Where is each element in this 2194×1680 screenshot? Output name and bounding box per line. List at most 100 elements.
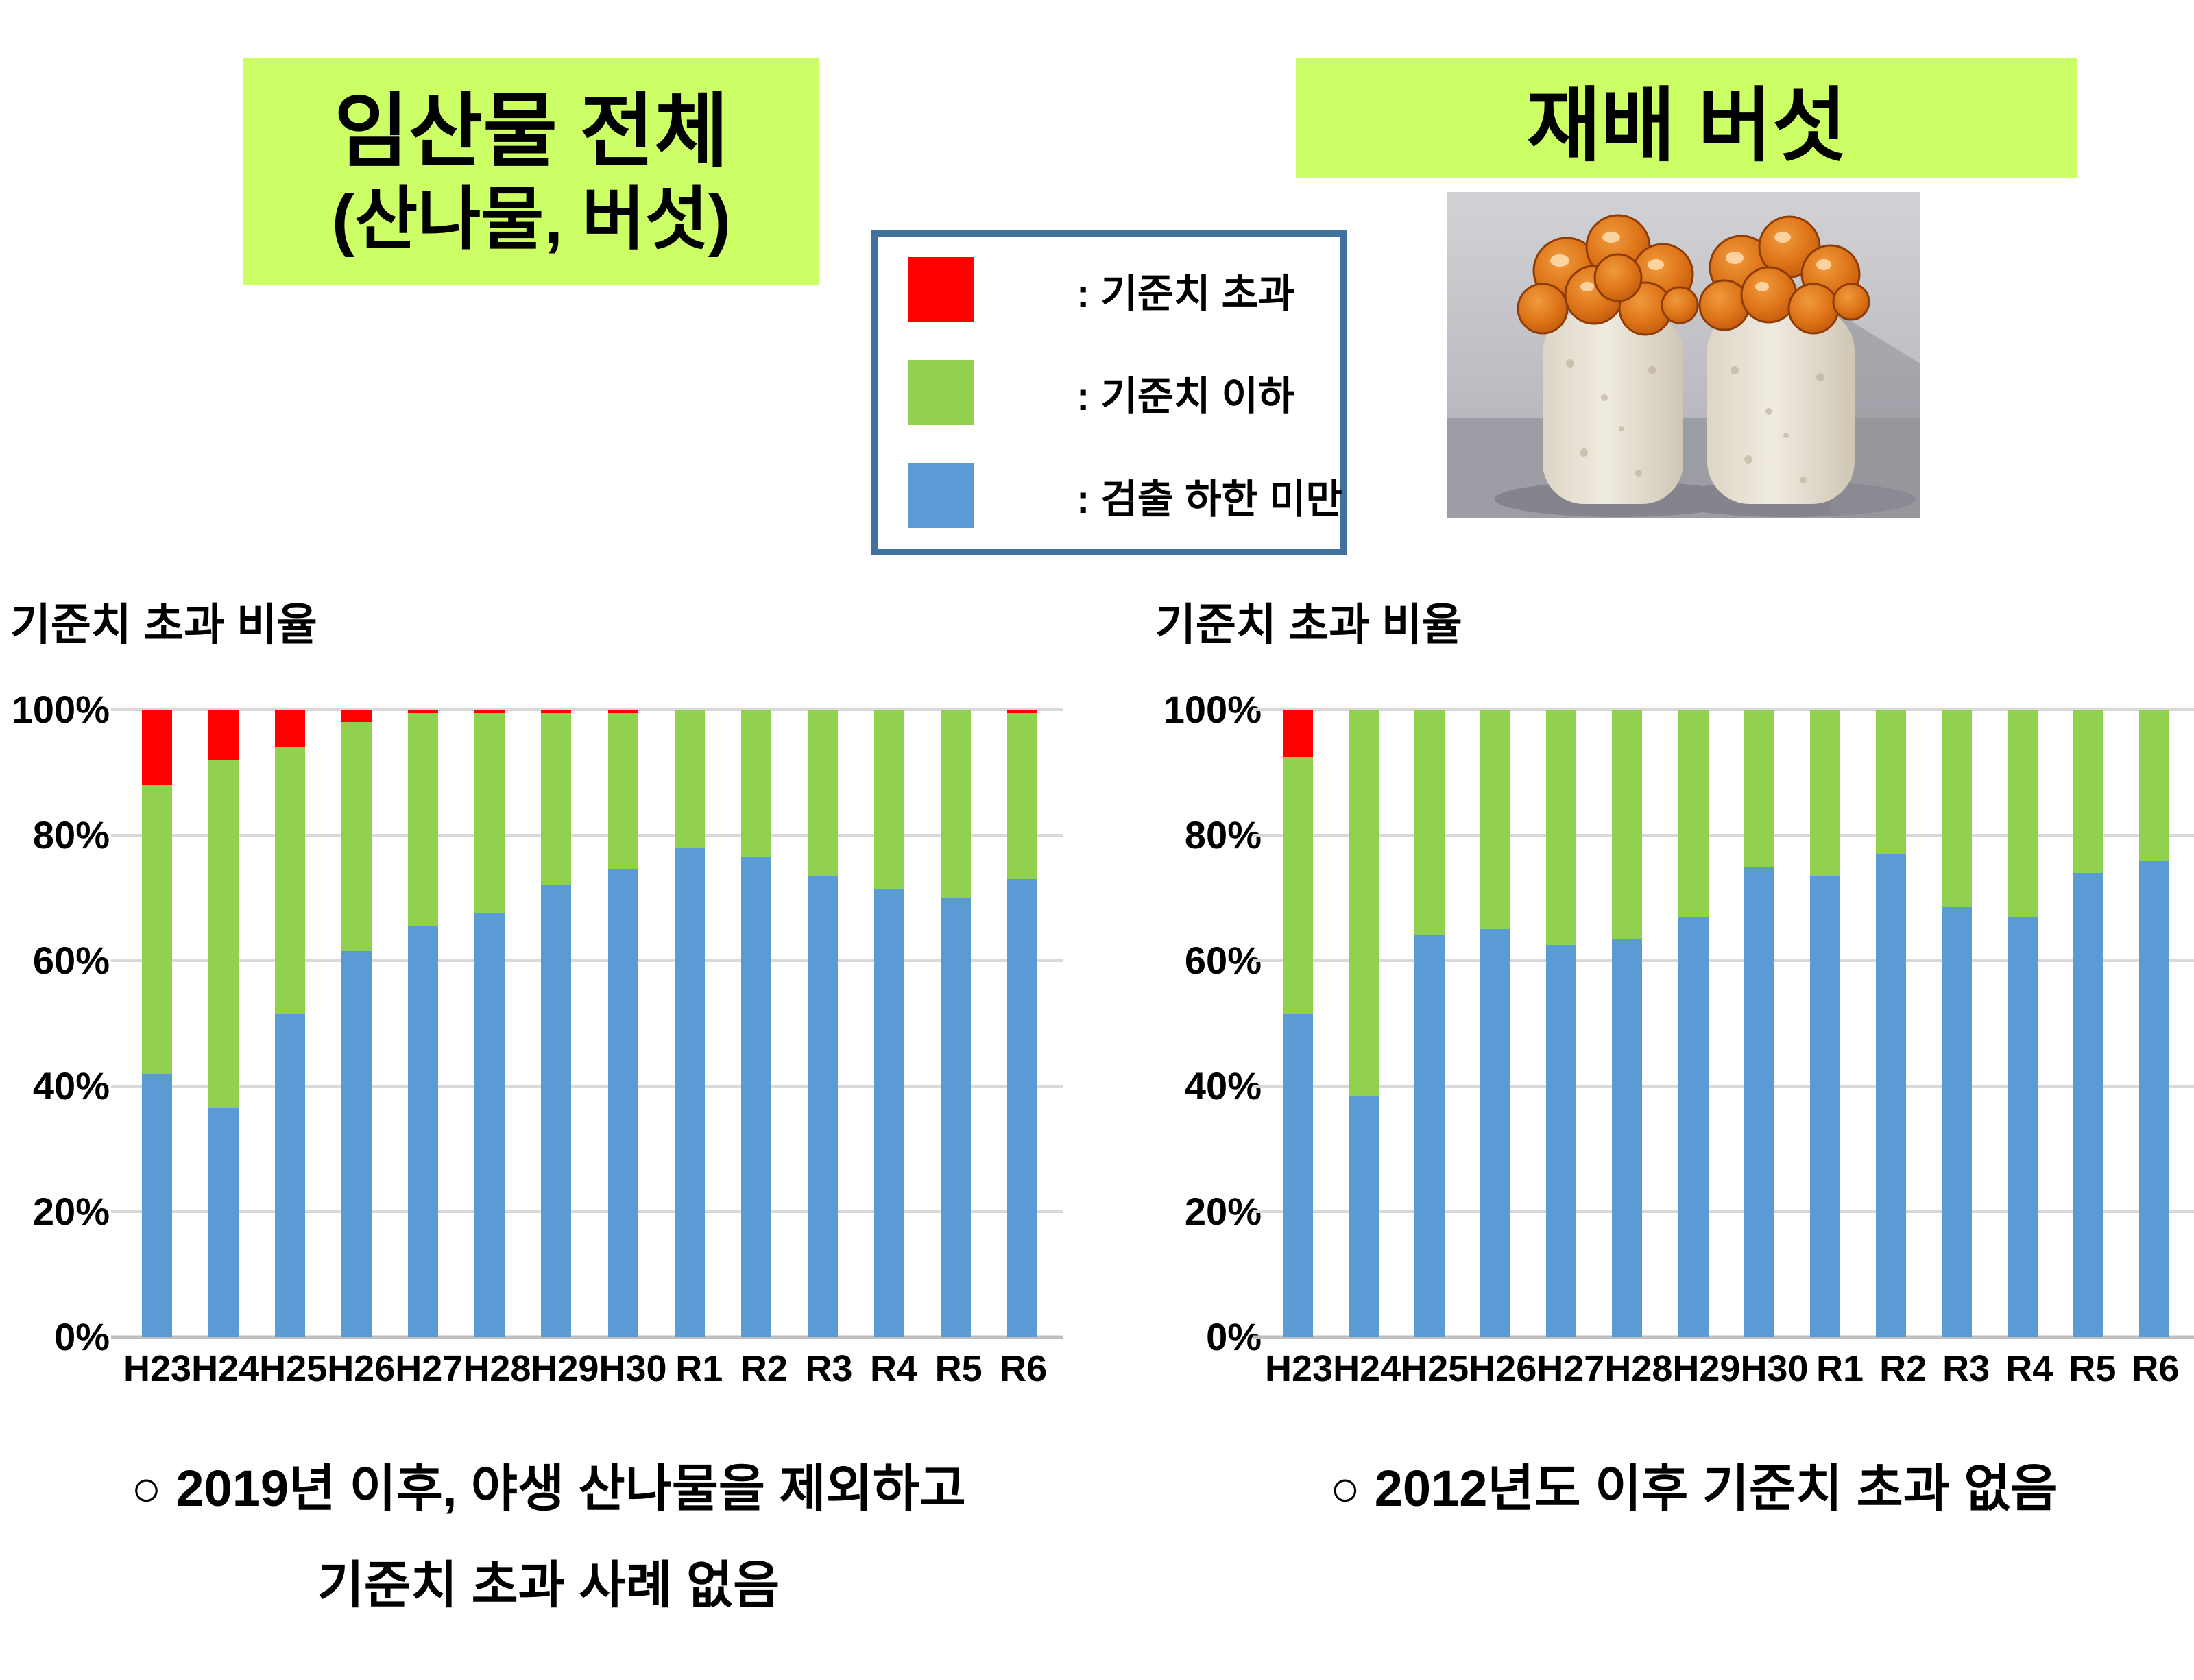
bar-segment-검출 하한 미만	[1875, 854, 1906, 1337]
stacked-bar-H26	[341, 710, 372, 1337]
stacked-bar-H28	[474, 710, 505, 1337]
bar-segment-기준치 초과	[607, 710, 638, 713]
footnote-line1: ○ 2012년도 이후 기준치 초과 없음	[1329, 1460, 2058, 1517]
stacked-bar-H27	[408, 710, 439, 1337]
stacked-bar-H28	[1612, 710, 1643, 1337]
gridline	[1253, 834, 2194, 837]
stacked-bar-R4	[2007, 710, 2038, 1337]
bar-segment-기준치 이하	[274, 747, 305, 1014]
bar-segment-기준치 이하	[941, 710, 972, 898]
bar-segment-검출 하한 미만	[1414, 935, 1445, 1337]
gridline	[1253, 959, 2194, 962]
stacked-bar-R3	[807, 710, 838, 1337]
bar-segment-검출 하한 미만	[1349, 1095, 1379, 1337]
gridline	[111, 834, 1063, 837]
bar-slot	[1265, 710, 1331, 1337]
legend-item-below-standard: : 기준치 이하	[908, 360, 1310, 425]
x-tick-label: H27	[395, 1348, 463, 1389]
stacked-bar-H25	[1414, 710, 1445, 1337]
x-tick-label: R3	[805, 1348, 853, 1389]
chart-forest-products: 기준치 초과 비율 100% 80% 60% 40% 20% 0% H23 H24 H25 H2…	[0, 590, 1070, 1440]
gridline	[111, 708, 1063, 711]
bar-segment-기준치 이하	[1612, 710, 1643, 939]
y-tick-label: 60%	[32, 939, 110, 982]
x-axis-labels: H23 H24 H25 H26 H27 H28 H29 H30 R1 R2 R3 R4 R5 R6	[123, 1347, 1056, 1390]
bar-segment-검출 하한 미만	[1283, 1013, 1314, 1337]
x-tick-label: H25	[259, 1348, 328, 1389]
stacked-bar-R6	[1007, 710, 1038, 1337]
bar-segment-검출 하한 미만	[807, 876, 838, 1337]
stacked-bar-H24	[1349, 710, 1379, 1337]
bar-segment-검출 하한 미만	[341, 951, 372, 1337]
stacked-bar-H27	[1546, 710, 1577, 1337]
legend-label: : 기준치 이하	[1076, 374, 1295, 419]
bar-segment-기준치 초과	[208, 710, 239, 760]
bar-segment-검출 하한 미만	[1678, 916, 1709, 1337]
bar-slot	[390, 710, 457, 1337]
chart-title: 기준치 초과 비율	[1155, 600, 1462, 649]
x-tick-label: H29	[531, 1348, 599, 1389]
x-tick-label: R3	[1942, 1348, 1990, 1389]
bar-segment-검출 하한 미만	[208, 1108, 239, 1337]
bar-segment-검출 하한 미만	[2073, 872, 2103, 1337]
x-tick-label: H23	[123, 1348, 192, 1389]
bar-segment-검출 하한 미만	[1480, 929, 1511, 1337]
x-tick-label: R5	[2069, 1348, 2117, 1389]
x-tick-label: H24	[1333, 1348, 1401, 1389]
bar-segment-기준치 초과	[541, 710, 572, 713]
y-tick-label: 60%	[1184, 939, 1262, 982]
bar-segment-기준치 이하	[1809, 710, 1840, 876]
bar-slot	[1397, 710, 1462, 1337]
bar-segment-기준치 이하	[2007, 710, 2038, 917]
y-tick-label: 40%	[32, 1064, 110, 1107]
bar-slot	[256, 710, 323, 1337]
bar-segment-검출 하한 미만	[1546, 945, 1577, 1337]
bar-slot	[1858, 710, 1924, 1337]
bar-segment-기준치 이하	[807, 710, 838, 876]
plot-area	[111, 708, 1063, 1339]
x-tick-label: H30	[599, 1348, 667, 1389]
bar-segment-기준치 이하	[1678, 710, 1709, 917]
bar-segment-검출 하한 미만	[1809, 876, 1840, 1337]
stacked-bar-R5	[2073, 710, 2103, 1337]
banner-title-line2: (산나물, 버섯)	[331, 181, 732, 259]
stacked-bar-H30	[1744, 710, 1774, 1337]
bar-slot	[123, 710, 190, 1337]
footnote-cultivated-mushrooms: ○ 2012년도 이후 기준치 초과 없음	[1207, 1457, 2180, 1521]
bar-segment-기준치 이하	[541, 712, 572, 886]
footnote-line2: 기준치 초과 사례 없음	[317, 1556, 780, 1613]
blue-swatch-icon	[908, 463, 974, 528]
stacked-bar-H23	[1283, 710, 1314, 1337]
bar-segment-검출 하한 미만	[2139, 860, 2170, 1337]
x-tick-label: R6	[1000, 1348, 1048, 1389]
y-tick-label: 20%	[32, 1190, 110, 1233]
bar-segment-검출 하한 미만	[874, 888, 905, 1337]
stacked-bar-R4	[874, 710, 905, 1337]
x-tick-label: R2	[1879, 1348, 1927, 1389]
bar-slot	[523, 710, 590, 1337]
bar-slot	[1660, 710, 1726, 1337]
bar-segment-기준치 이하	[1414, 710, 1445, 936]
y-tick-label: 80%	[1184, 813, 1262, 856]
green-swatch-icon	[908, 360, 974, 425]
chart-cultivated-mushrooms: 기준치 초과 비율 100% 80% 60% 40% 20% 0% H23 H24 H25 H2…	[1124, 590, 2194, 1440]
bar-segment-기준치 초과	[141, 710, 172, 785]
bar-slot	[723, 710, 789, 1337]
stacked-bar-H25	[274, 710, 305, 1337]
x-tick-label: H26	[327, 1348, 396, 1389]
stacked-bar-R3	[1941, 710, 1972, 1337]
bar-slot	[1528, 710, 1594, 1337]
x-tick-label: H30	[1740, 1348, 1809, 1389]
legend-label: : 기준치 초과	[1076, 271, 1295, 316]
bar-segment-기준치 초과	[1283, 710, 1314, 757]
bar-slot	[1726, 710, 1792, 1337]
stacked-bar-H26	[1480, 710, 1511, 1337]
bar-slot	[590, 710, 656, 1337]
bar-segment-검출 하한 미만	[274, 1013, 305, 1337]
legend-item-exceeds: : 기준치 초과	[908, 257, 1310, 322]
x-tick-label: H28	[463, 1348, 531, 1389]
bar-segment-기준치 이하	[1941, 710, 1972, 908]
legend-item-below-detection: : 검출 하한 미만	[908, 463, 1342, 528]
stacked-bar-H29	[1678, 710, 1709, 1337]
legend-label: : 검출 하한 미만	[1076, 477, 1342, 522]
